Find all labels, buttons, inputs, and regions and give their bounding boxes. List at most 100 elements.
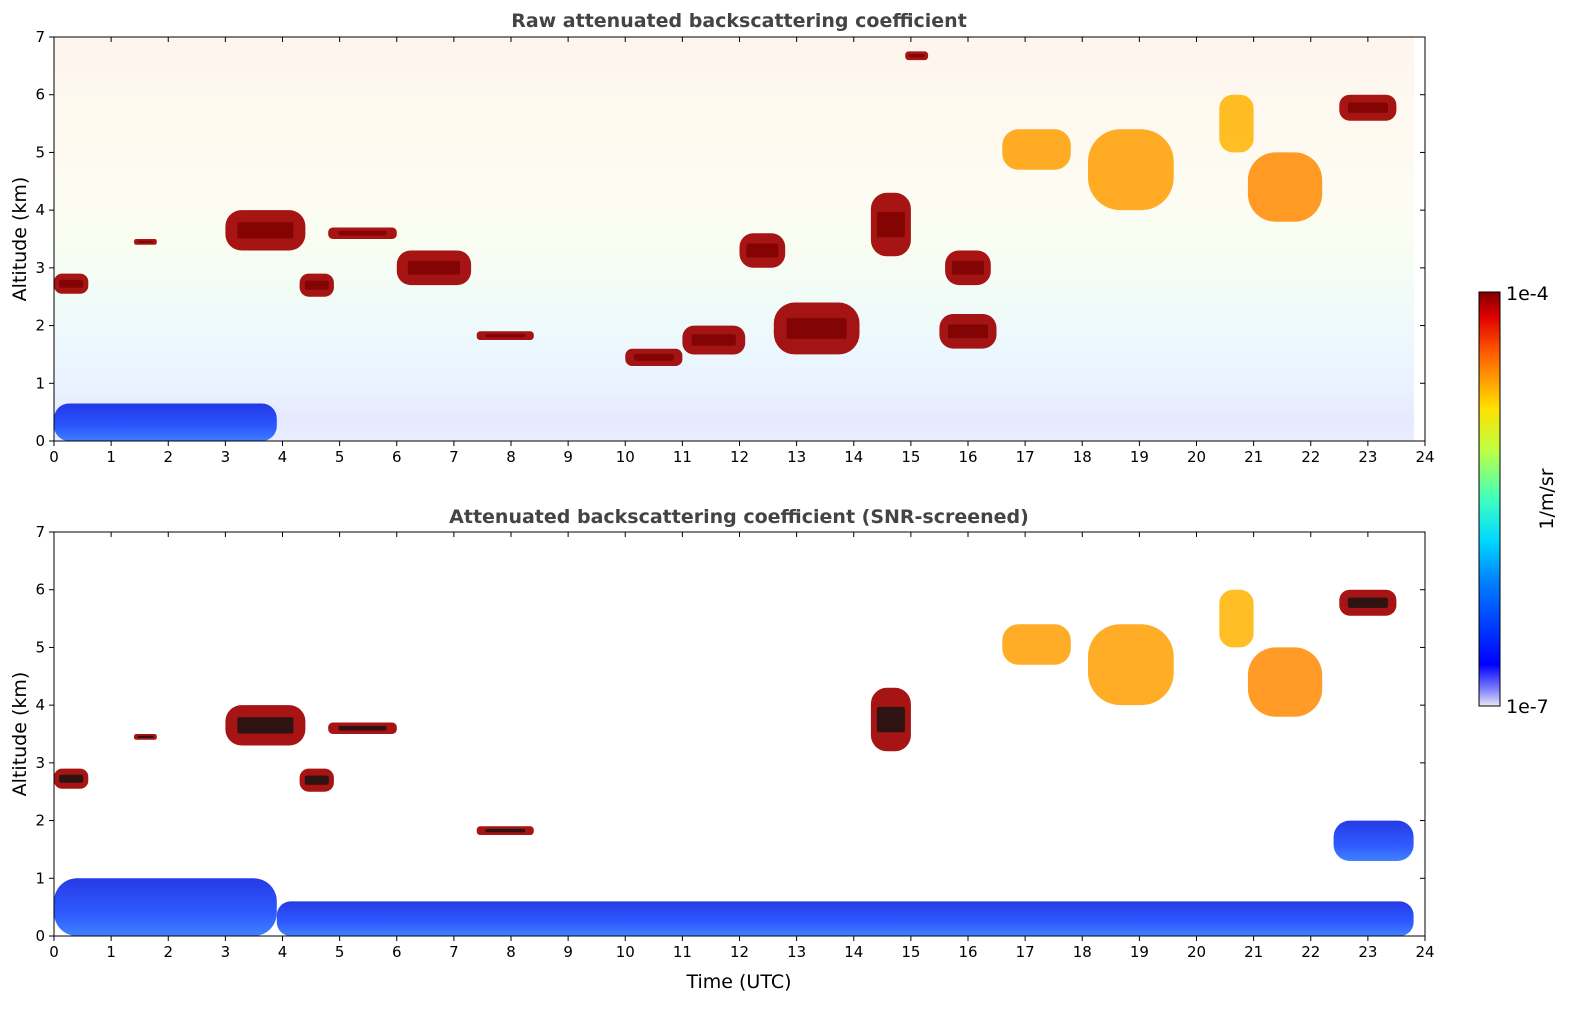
x-tick-label: 23 (1358, 943, 1377, 961)
y-tick-label: 1 (35, 869, 45, 887)
x-tick-label: 13 (787, 448, 806, 466)
x-tick-label: 19 (1130, 448, 1149, 466)
x-tick-label: 19 (1130, 943, 1149, 961)
cloud-core-top-5 (338, 230, 387, 236)
x-tick-label: 5 (335, 448, 345, 466)
cloud-feature-bottom-11 (1219, 589, 1254, 648)
cloud-feature-bottom-12 (1247, 647, 1323, 717)
cloud-core-top-3 (237, 222, 294, 239)
x-tick-label: 2 (163, 448, 173, 466)
x-tick-label: 6 (392, 943, 402, 961)
y-tick-label: 4 (35, 696, 45, 714)
bottom-y-axis-label: Altitude (km) (9, 672, 31, 797)
cloud-core-top-15 (948, 324, 988, 339)
x-tick-label: 20 (1187, 448, 1206, 466)
x-tick-label: 0 (49, 943, 59, 961)
x-tick-label: 17 (1016, 943, 1035, 961)
x-tick-label: 21 (1244, 448, 1263, 466)
y-tick-label: 6 (35, 581, 45, 599)
cloud-feature-top-18 (1219, 94, 1254, 153)
y-tick-label: 0 (35, 927, 45, 945)
y-tick-label: 6 (35, 86, 45, 104)
x-tick-label: 4 (278, 448, 288, 466)
cloud-core-bottom-3 (137, 735, 154, 738)
colorbar-max-label: 1e-4 (1506, 283, 1549, 305)
x-tick-label: 1 (106, 943, 116, 961)
x-tick-label: 7 (449, 448, 459, 466)
cloud-core-bottom-2 (59, 774, 84, 783)
x-tick-label: 21 (1244, 943, 1263, 961)
y-tick-label: 3 (35, 754, 45, 772)
y-tick-label: 3 (35, 259, 45, 277)
cloud-core-bottom-6 (338, 725, 387, 731)
cloud-core-top-7 (485, 333, 526, 338)
cloud-core-bottom-8 (876, 706, 905, 733)
cloud-core-top-4 (304, 280, 329, 290)
y-tick-label: 4 (35, 201, 45, 219)
x-tick-label: 22 (1301, 448, 1320, 466)
y-tick-label: 7 (35, 523, 45, 541)
x-tick-label: 4 (278, 943, 288, 961)
cloud-core-top-9 (691, 334, 736, 346)
x-tick-label: 11 (673, 448, 692, 466)
x-tick-label: 6 (392, 448, 402, 466)
cloud-core-bottom-7 (485, 828, 526, 833)
cloud-core-top-13 (908, 54, 925, 58)
x-tick-label: 3 (221, 943, 231, 961)
x-tick-label: 5 (335, 943, 345, 961)
x-tick-label: 18 (1073, 448, 1092, 466)
x-tick-label: 3 (221, 448, 231, 466)
bottom-plot-area (54, 532, 1425, 936)
cloud-core-top-1 (59, 279, 84, 288)
cloud-feature-bottom-14 (1333, 820, 1414, 861)
x-tick-label: 14 (844, 943, 863, 961)
cloud-core-top-6 (407, 260, 460, 275)
x-tick-label: 1 (106, 448, 116, 466)
cloud-core-bottom-5 (304, 775, 329, 785)
x-tick-label: 12 (730, 448, 749, 466)
top-plot-area (54, 37, 1414, 441)
y-tick-label: 7 (35, 28, 45, 46)
x-tick-label: 10 (616, 448, 635, 466)
x-tick-label: 11 (673, 943, 692, 961)
x-tick-label: 0 (49, 448, 59, 466)
cloud-feature-top-0 (54, 403, 277, 441)
y-tick-label: 0 (35, 432, 45, 450)
cloud-core-top-10 (746, 243, 779, 258)
y-tick-label: 5 (35, 638, 45, 656)
colorbar-gradient (1478, 291, 1501, 707)
cloud-core-bottom-13 (1347, 597, 1388, 608)
cloud-core-top-20 (1347, 102, 1388, 113)
x-tick-label: 2 (163, 943, 173, 961)
cloud-feature-bottom-0 (54, 878, 277, 936)
x-tick-label: 7 (449, 943, 459, 961)
cloud-feature-top-19 (1247, 152, 1323, 222)
x-tick-label: 8 (506, 943, 516, 961)
x-tick-label: 9 (563, 448, 573, 466)
x-tick-label: 22 (1301, 943, 1320, 961)
x-tick-label: 15 (901, 448, 920, 466)
x-tick-label: 10 (616, 943, 635, 961)
colorbar-unit-label: 1/m/sr (1536, 468, 1558, 529)
y-tick-label: 1 (35, 374, 45, 392)
y-tick-label: 2 (35, 317, 45, 335)
x-tick-label: 16 (958, 943, 977, 961)
cloud-core-top-11 (786, 318, 847, 339)
x-tick-label: 23 (1358, 448, 1377, 466)
x-tick-label: 12 (730, 943, 749, 961)
bottom-chart-title: Attenuated backscattering coefficient (S… (449, 506, 1029, 528)
cloud-core-top-2 (137, 240, 154, 243)
cloud-core-top-12 (876, 211, 905, 238)
x-tick-label: 20 (1187, 943, 1206, 961)
cloud-core-bottom-4 (237, 717, 294, 734)
x-tick-label: 14 (844, 448, 863, 466)
x-tick-label: 15 (901, 943, 920, 961)
cloud-feature-bottom-10 (1088, 624, 1174, 706)
bottom-x-axis-label: Time (UTC) (685, 971, 791, 993)
x-tick-label: 18 (1073, 943, 1092, 961)
y-tick-label: 2 (35, 812, 45, 830)
x-tick-label: 16 (958, 448, 977, 466)
x-tick-label: 13 (787, 943, 806, 961)
x-tick-label: 17 (1016, 448, 1035, 466)
